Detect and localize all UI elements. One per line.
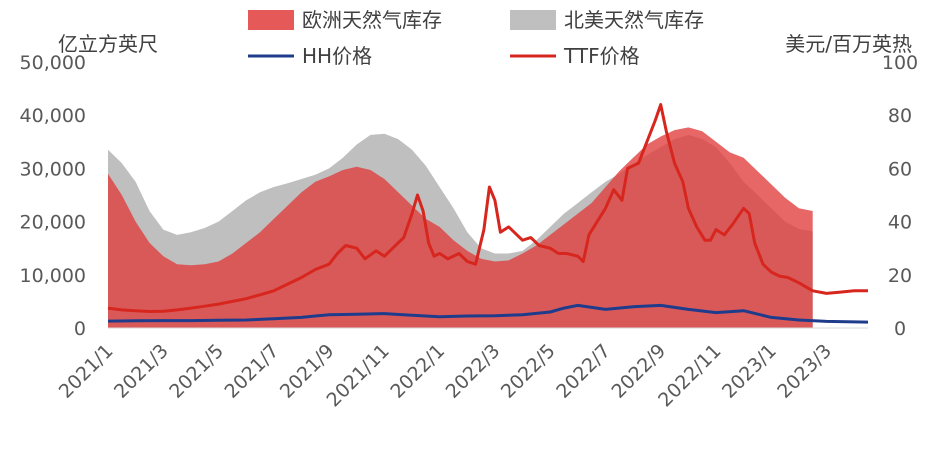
left-axis-tick-label: 40,000	[20, 105, 86, 127]
left-axis-unit-label: 亿立方英尺	[58, 32, 158, 56]
europe-storage-area	[108, 127, 813, 329]
legend-swatch	[248, 10, 294, 30]
left-axis-tick-label: 10,000	[20, 265, 86, 287]
left-axis-tick-label: 0	[74, 318, 86, 340]
x-axis-tick-label: 2022/1	[386, 340, 449, 403]
x-axis-tick-label: 2021/5	[165, 340, 228, 403]
right-axis-tick-label: 60	[888, 158, 912, 180]
left-axis-tick-label: 30,000	[20, 158, 86, 180]
left-axis-ticks: 0 10,000 20,000 30,000 40,000 50,000	[20, 52, 86, 340]
x-axis-tick-label: 2023/3	[773, 340, 836, 403]
legend-label: 欧洲天然气库存	[302, 8, 442, 32]
x-axis-tick-label: 2021/7	[221, 340, 284, 403]
x-axis-tick-label: 2023/1	[718, 340, 781, 403]
legend-item: 北美天然气库存	[510, 8, 704, 32]
ttf-price-line	[107, 103, 868, 313]
legend-label: TTF价格	[563, 44, 640, 68]
x-axis-tick-label: 2022/3	[442, 340, 505, 403]
right-axis-tick-label: 0	[894, 318, 906, 340]
right-axis-ticks: 0 20 40 60 80 100	[882, 52, 918, 340]
legend-item: TTF价格	[510, 44, 640, 68]
legend-label: 北美天然气库存	[564, 8, 704, 32]
x-axis-tick-label: 2021/3	[110, 340, 173, 403]
legend-item: HH价格	[248, 44, 372, 68]
right-axis-tick-label: 20	[888, 265, 912, 287]
x-axis-tick-label: 2021/1	[55, 340, 118, 403]
hh-price-line	[107, 303, 869, 324]
x-axis-tick-label: 2022/5	[497, 340, 560, 403]
right-axis-tick-label: 80	[888, 105, 912, 127]
legend-item: 欧洲天然气库存	[248, 8, 442, 32]
right-axis-tick-label: 100	[882, 52, 918, 74]
legend: 欧洲天然气库存 北美天然气库存 HH价格 TTF价格	[248, 8, 704, 68]
right-axis-unit-label: 美元/百万英热	[785, 32, 912, 56]
left-axis-tick-label: 50,000	[20, 52, 86, 74]
x-axis-ticks: 2021/12021/32021/52021/72021/92021/11202…	[55, 340, 836, 411]
legend-swatch	[510, 10, 556, 30]
plot-area	[107, 103, 869, 329]
legend-label: HH价格	[302, 44, 372, 68]
x-axis-tick-label: 2022/7	[552, 340, 615, 403]
right-axis-tick-label: 40	[888, 212, 912, 234]
left-axis-tick-label: 20,000	[20, 212, 86, 234]
